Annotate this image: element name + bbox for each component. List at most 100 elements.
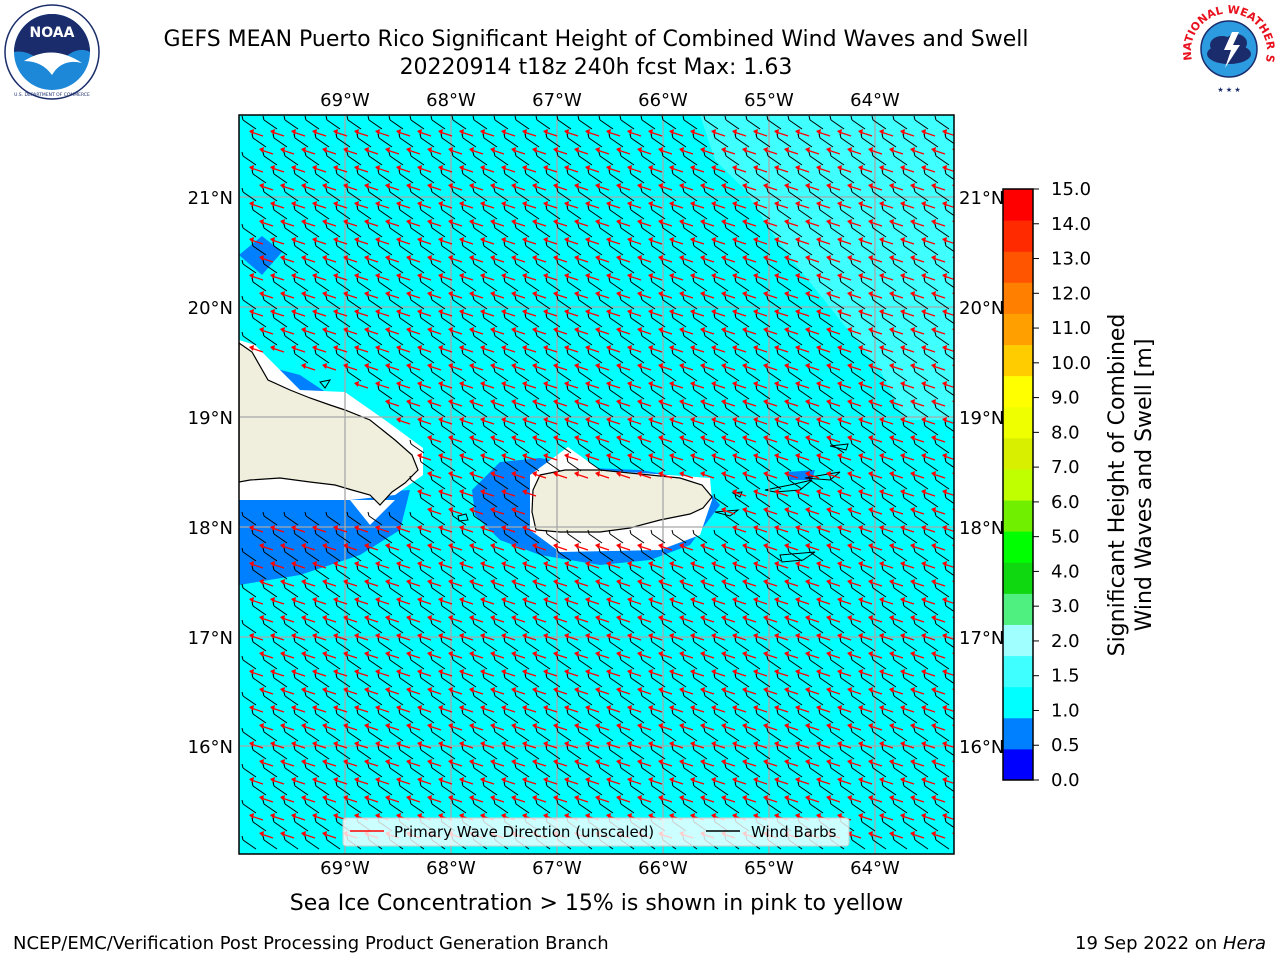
wind-barb <box>650 133 666 148</box>
wave-direction-arrow <box>564 165 579 173</box>
wave-direction-arrow <box>333 237 348 245</box>
wave-direction-arrow <box>364 291 379 299</box>
wind-barb <box>902 169 918 184</box>
wave-direction-arrow <box>637 219 652 227</box>
wave-direction-arrow <box>700 147 715 155</box>
wave-direction-arrow <box>406 147 421 155</box>
wind-barb <box>503 169 519 184</box>
wave-direction-arrow <box>942 237 954 244</box>
wind-barb <box>640 151 656 166</box>
wind-barb <box>440 205 456 220</box>
wind-barb <box>493 223 509 238</box>
wind-barb <box>892 187 908 202</box>
wave-direction-arrow <box>312 273 327 281</box>
wave-direction-arrow <box>375 201 390 209</box>
wind-barb <box>755 169 771 184</box>
wave-direction-arrow <box>732 165 747 173</box>
wind-barb <box>514 259 530 274</box>
wind-barb <box>504 853 505 854</box>
wind-barb <box>598 187 614 202</box>
wind-barb <box>903 853 904 854</box>
wave-direction-arrow <box>858 201 873 209</box>
nws-logo-icon: NATIONAL WEATHER SERVICE ★ ★ ★ <box>1178 0 1277 95</box>
colorbar-tick-label: 1.0 <box>1051 700 1080 721</box>
wind-barb <box>304 115 320 130</box>
wind-barb <box>724 115 740 130</box>
wave-direction-arrow <box>732 129 747 137</box>
wave-direction-arrow <box>291 165 306 173</box>
land-hispaniola <box>239 342 419 506</box>
wave-direction-arrow <box>385 255 400 263</box>
lat-label-right: 19°N <box>959 408 1004 429</box>
wind-barb <box>461 169 477 184</box>
wind-barb <box>419 169 435 184</box>
wind-barb <box>713 133 729 148</box>
wind-barb <box>745 259 761 274</box>
wave-direction-arrow <box>732 201 747 209</box>
wave-direction-arrow <box>259 291 274 299</box>
wave-direction-arrow <box>700 255 715 263</box>
wind-barb <box>619 115 635 130</box>
wind-barb <box>850 259 866 274</box>
wave-direction-arrow <box>900 273 915 281</box>
wind-barb <box>283 187 299 202</box>
wind-barb <box>556 259 572 274</box>
wave-direction-arrow <box>816 237 831 245</box>
credit-date: 19 Sep 2022 on <box>1075 933 1223 954</box>
lat-label-right: 20°N <box>959 298 1004 319</box>
wind-barb <box>356 277 372 292</box>
wind-barb <box>724 151 740 166</box>
wave-direction-arrow <box>627 129 642 137</box>
legend-primary-wave: Primary Wave Direction (unscaled) <box>394 823 654 841</box>
wave-direction-arrow <box>690 165 705 173</box>
wind-barb <box>398 205 414 220</box>
wind-barb <box>545 169 561 184</box>
wave-direction-arrow <box>784 219 799 227</box>
wave-direction-arrow <box>438 201 453 209</box>
wave-direction-arrow <box>522 129 537 137</box>
wave-direction-arrow <box>900 201 915 209</box>
lat-label-left: 18°N <box>188 518 233 539</box>
wind-barb <box>356 241 372 256</box>
wave-direction-arrow <box>753 201 768 209</box>
wave-direction-arrow <box>753 237 768 245</box>
wind-barb <box>808 151 824 166</box>
wind-barb <box>293 169 309 184</box>
wave-direction-arrow <box>669 201 684 209</box>
wind-barb <box>472 151 488 166</box>
wave-direction-arrow <box>847 255 862 263</box>
wave-direction-arrow <box>543 237 558 245</box>
colorbar-segment <box>1003 686 1033 719</box>
wind-barb <box>367 259 383 274</box>
wave-direction-arrow <box>900 237 915 245</box>
wind-barb <box>409 151 425 166</box>
wind-barb <box>650 205 666 220</box>
wind-barb <box>251 133 267 148</box>
wind-barb <box>945 853 946 854</box>
wave-direction-arrow <box>753 165 768 173</box>
wind-barb <box>514 187 530 202</box>
wave-direction-arrow <box>627 165 642 173</box>
wind-barb <box>808 259 824 274</box>
wave-direction-arrow <box>501 129 516 137</box>
wind-barb <box>440 169 456 184</box>
lat-label-right: 17°N <box>959 628 1004 649</box>
wind-barb <box>798 853 799 854</box>
wind-barb <box>483 853 484 854</box>
wave-direction-arrow <box>543 165 558 173</box>
wave-direction-arrow <box>921 129 936 137</box>
wind-barb <box>293 133 309 148</box>
wave-direction-arrow <box>480 237 495 245</box>
wave-direction-arrow <box>637 183 652 191</box>
wind-barb <box>619 259 635 274</box>
wave-direction-arrow <box>837 165 852 173</box>
wind-barb <box>787 223 803 238</box>
colorbar-segment <box>1003 251 1033 283</box>
wave-direction-arrow <box>795 237 810 245</box>
wind-barb <box>745 115 761 130</box>
wind-barb <box>839 169 855 184</box>
wind-barb <box>577 259 593 274</box>
wave-direction-arrow <box>333 273 348 281</box>
wind-barb <box>367 115 383 130</box>
